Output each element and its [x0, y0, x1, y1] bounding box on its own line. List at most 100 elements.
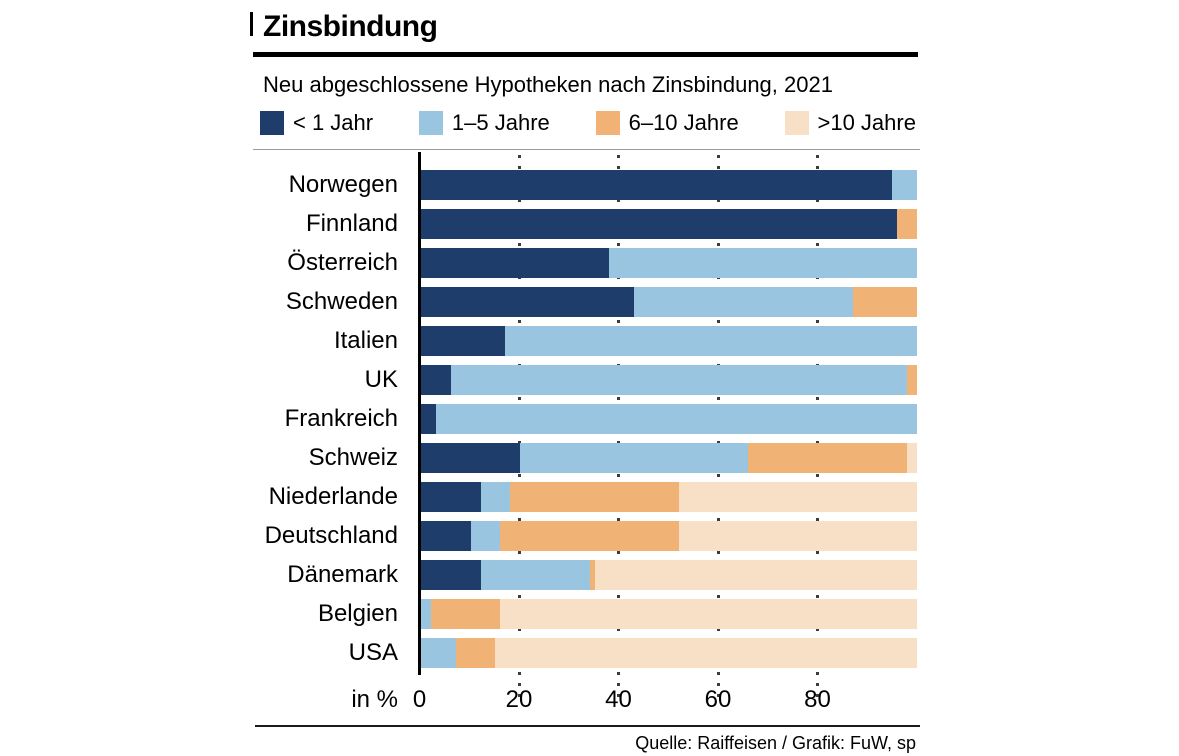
- category-label: Italien: [333, 327, 398, 354]
- chart-row: UK: [253, 365, 917, 395]
- bar-segment: [510, 482, 679, 512]
- y-axis-line: [418, 152, 421, 675]
- bar-segment: [450, 365, 908, 395]
- chart-row: Belgien: [253, 599, 917, 629]
- category-label: Belgien: [317, 600, 398, 627]
- chart-row: Niederlande: [253, 482, 917, 512]
- bar-segment: [421, 404, 436, 434]
- bar-segment: [480, 560, 590, 590]
- legend: < 1 Jahr 1–5 Jahre 6–10 Jahre >10 Jahre: [260, 110, 916, 136]
- chart-row: USA: [253, 638, 917, 668]
- bar-segment: [421, 599, 431, 629]
- category-label: Schweiz: [308, 444, 398, 471]
- chart-row: Deutschland: [253, 521, 917, 551]
- chart-rows: Norwegen Finnland Österreich Schweden Italie…: [253, 170, 917, 677]
- stacked-bar-chart: Norwegen Finnland Österreich Schweden Italie…: [253, 152, 918, 713]
- x-axis: in % 0 20 40 60 80: [253, 686, 917, 716]
- bar-segment: [678, 521, 917, 551]
- bar-segment: [678, 482, 917, 512]
- bar-segment: [435, 404, 917, 434]
- category-label: Österreich: [287, 249, 398, 276]
- x-tick-label: 80: [804, 686, 831, 713]
- bar-segment: [907, 443, 917, 473]
- legend-swatch: [595, 111, 620, 135]
- legend-swatch: [418, 111, 443, 135]
- bar-segment: [500, 521, 679, 551]
- category-label: Finnland: [305, 210, 398, 237]
- bar-segment: [495, 638, 917, 668]
- legend-item: < 1 Jahr: [260, 110, 373, 136]
- bar-segment: [520, 443, 749, 473]
- x-tick-label: 60: [704, 686, 732, 713]
- bar-segment: [421, 170, 893, 200]
- chart-row: Österreich: [253, 248, 917, 278]
- bar-stack: [421, 326, 917, 356]
- bar-segment: [892, 170, 917, 200]
- x-axis-unit-label: in %: [351, 686, 398, 713]
- category-label: Frankreich: [284, 405, 398, 432]
- bar-segment: [421, 521, 471, 551]
- bar-segment: [634, 287, 853, 317]
- legend-label: 1–5 Jahre: [451, 110, 550, 135]
- bar-segment: [480, 482, 511, 512]
- legend-swatch: [260, 111, 284, 135]
- category-label: Deutschland: [264, 522, 398, 549]
- bar-segment: [455, 638, 496, 668]
- bar-segment: [421, 287, 635, 317]
- chart-row: Italien: [253, 326, 917, 356]
- bar-stack: [421, 638, 917, 668]
- bar-segment: [505, 326, 917, 356]
- bar-stack: [421, 248, 917, 278]
- legend-item: >10 Jahre: [784, 110, 916, 136]
- x-tick-label: 0: [412, 686, 427, 713]
- bar-stack: [421, 209, 917, 239]
- bar-segment: [430, 599, 501, 629]
- bar-stack: [421, 404, 917, 434]
- bar-segment: [609, 248, 917, 278]
- bar-stack: [421, 365, 917, 395]
- bar-segment: [421, 248, 610, 278]
- bar-stack: [421, 287, 917, 317]
- title-rule: [253, 52, 918, 57]
- category-label: Dänemark: [287, 561, 398, 588]
- legend-divider-rule: [253, 149, 920, 150]
- bar-segment: [421, 482, 481, 512]
- chart-row: Schweiz: [253, 443, 917, 473]
- bar-stack: [421, 599, 917, 629]
- bar-stack: [421, 560, 917, 590]
- x-tick-label: 40: [605, 686, 632, 713]
- bar-stack: [421, 443, 917, 473]
- masthead-tick: [250, 12, 253, 36]
- bar-segment: [421, 443, 521, 473]
- category-label: Schweden: [285, 288, 398, 315]
- legend-item: 6–10 Jahre: [595, 110, 739, 136]
- bar-segment: [421, 326, 506, 356]
- x-tick-label: 20: [505, 686, 533, 713]
- bar-stack: [421, 482, 917, 512]
- bar-stack: [421, 170, 917, 200]
- legend-label: < 1 Jahr: [293, 110, 374, 135]
- legend-label: 6–10 Jahre: [628, 110, 739, 135]
- chart-row: Finnland: [253, 209, 917, 239]
- legend-swatch: [784, 111, 809, 135]
- legend-label: >10 Jahre: [817, 110, 916, 135]
- bar-segment: [421, 638, 456, 668]
- page-title: Zinsbindung: [263, 10, 438, 43]
- bar-segment: [594, 560, 917, 590]
- bar-segment: [421, 365, 451, 395]
- bar-segment: [748, 443, 908, 473]
- legend-item: 1–5 Jahre: [418, 110, 550, 136]
- bar-segment: [421, 560, 481, 590]
- category-label: USA: [348, 639, 398, 666]
- category-label: UK: [364, 366, 398, 393]
- bar-segment: [470, 521, 501, 551]
- bar-segment: [852, 287, 917, 317]
- content-column: Zinsbindung Neu abgeschlossene Hypotheke…: [250, 0, 920, 756]
- chart-row: Frankreich: [253, 404, 917, 434]
- chart-row: Dänemark: [253, 560, 917, 590]
- bar-segment: [500, 599, 917, 629]
- category-label: Niederlande: [268, 483, 398, 510]
- bar-segment: [897, 209, 917, 239]
- chart-subtitle: Neu abgeschlossene Hypotheken nach Zinsb…: [263, 72, 833, 97]
